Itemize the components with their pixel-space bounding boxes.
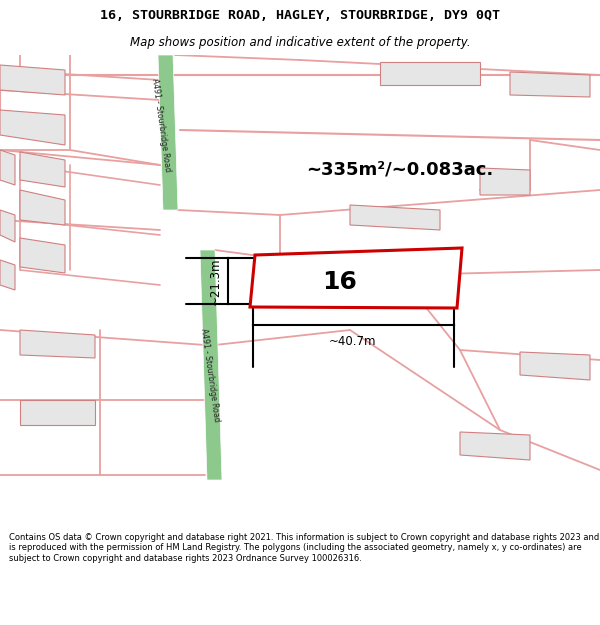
Polygon shape [20,152,65,187]
Polygon shape [20,400,95,425]
Polygon shape [0,110,65,145]
Text: A491 - Stourbridge Road: A491 - Stourbridge Road [199,328,221,422]
Polygon shape [250,248,462,308]
Text: ~335m²/~0.083ac.: ~335m²/~0.083ac. [307,161,494,179]
Text: Map shows position and indicative extent of the property.: Map shows position and indicative extent… [130,36,470,49]
Polygon shape [0,260,15,290]
Polygon shape [200,250,222,480]
Text: ~21.3m: ~21.3m [209,258,222,305]
Text: ~40.7m: ~40.7m [329,335,377,348]
Polygon shape [0,65,65,95]
Polygon shape [350,205,440,230]
Polygon shape [0,210,15,242]
Text: Contains OS data © Crown copyright and database right 2021. This information is : Contains OS data © Crown copyright and d… [9,533,599,562]
Polygon shape [0,150,15,185]
Polygon shape [20,330,95,358]
Polygon shape [20,238,65,273]
Polygon shape [520,352,590,380]
Polygon shape [158,55,178,210]
Polygon shape [460,432,530,460]
Polygon shape [380,62,480,85]
Text: 16: 16 [323,270,358,294]
Polygon shape [20,190,65,225]
Polygon shape [510,72,590,97]
Text: A491 - Stourbridge Road: A491 - Stourbridge Road [150,78,172,172]
Text: 16, STOURBRIDGE ROAD, HAGLEY, STOURBRIDGE, DY9 0QT: 16, STOURBRIDGE ROAD, HAGLEY, STOURBRIDG… [100,9,500,22]
Polygon shape [480,168,530,195]
